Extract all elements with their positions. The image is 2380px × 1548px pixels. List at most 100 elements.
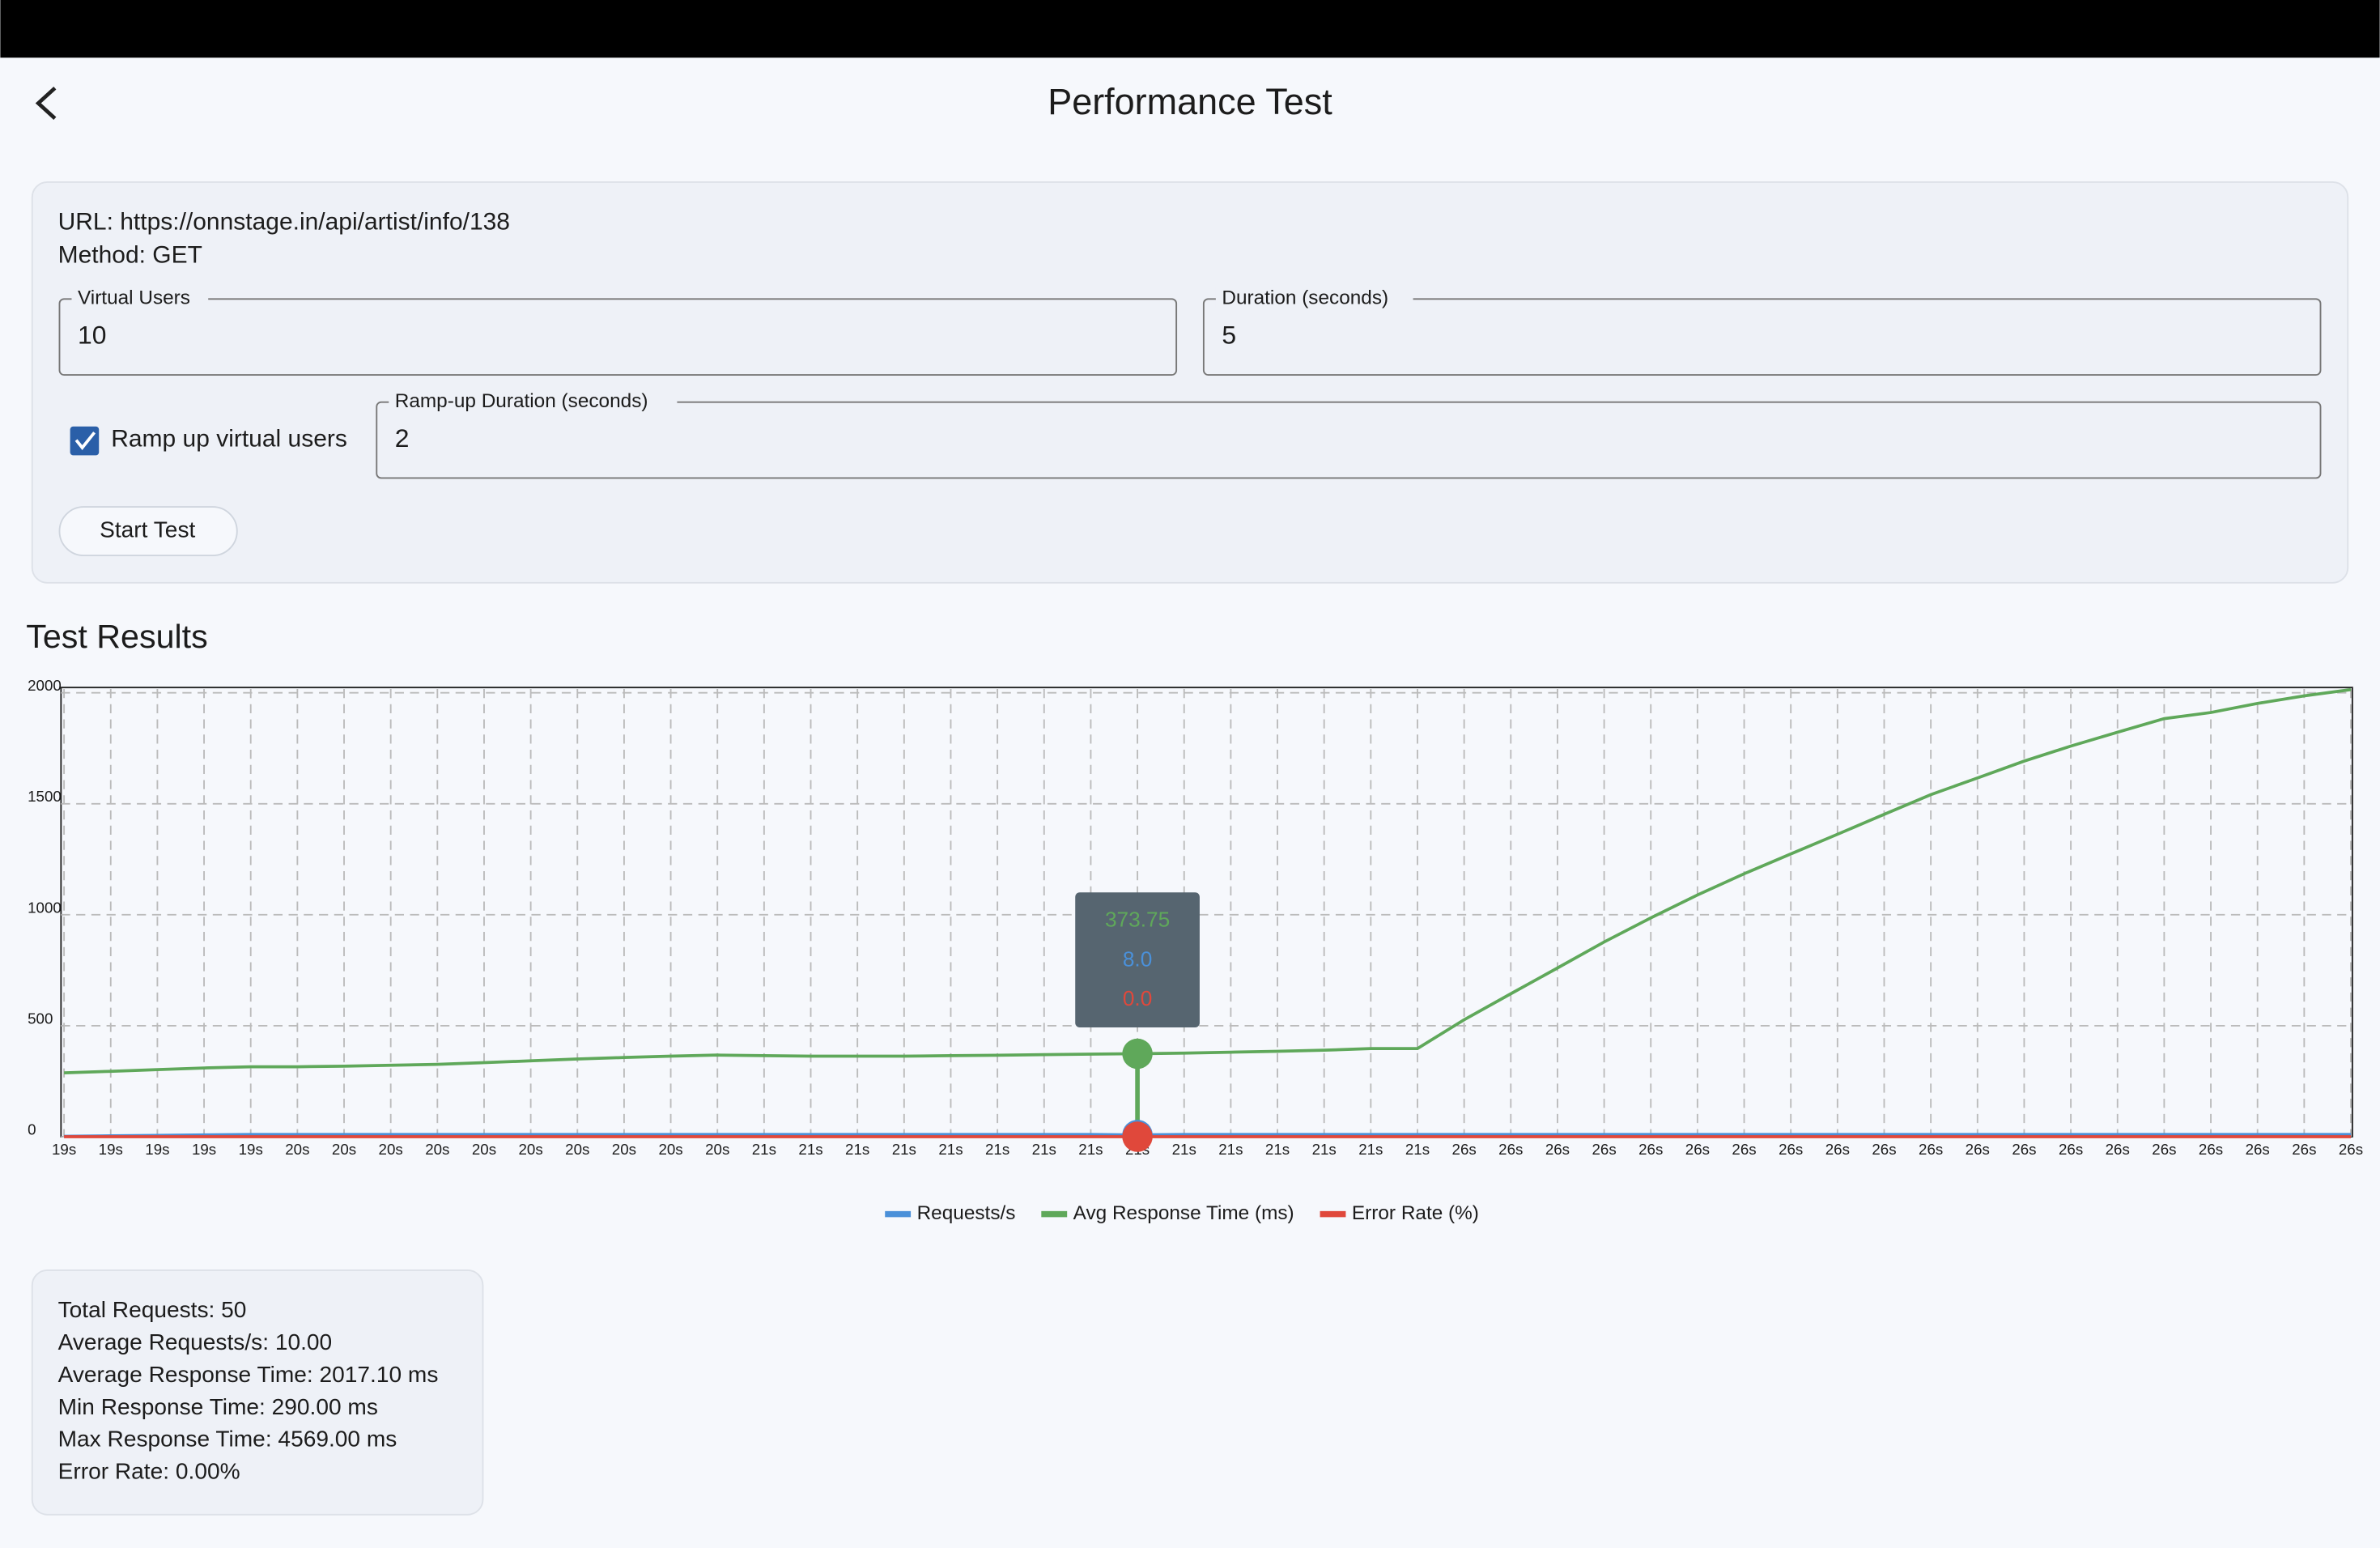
stat-line: Error Rate: 0.00%: [58, 1459, 240, 1484]
label-gap: [1215, 287, 1413, 308]
field-outline: [376, 401, 2322, 479]
status-bar: [0, 0, 2380, 58]
stat-line: Min Response Time: 290.00 ms: [58, 1394, 378, 1419]
x-tick-label: 20s: [285, 1141, 309, 1158]
x-tick-label: 20s: [658, 1141, 682, 1158]
x-tick-label: 21s: [845, 1141, 869, 1158]
config-card: [31, 181, 2349, 584]
legend-swatch: [885, 1210, 912, 1218]
legend-swatch: [1320, 1210, 1346, 1218]
y-tick-label: 1500: [28, 788, 62, 805]
field-label: Virtual Users: [78, 287, 190, 309]
x-tick-label: 21s: [798, 1141, 822, 1158]
series-line: [64, 1133, 2351, 1138]
x-tick-label: 26s: [2152, 1141, 2176, 1158]
x-tick-label: 26s: [2012, 1141, 2036, 1158]
x-tick-label: 20s: [565, 1141, 589, 1158]
legend-label: Requests/s: [917, 1202, 1016, 1224]
y-tick-label: 500: [28, 1010, 53, 1027]
y-tick-label: 0: [28, 1121, 36, 1138]
x-tick-label: 21s: [1358, 1141, 1383, 1158]
x-tick-label: 26s: [1452, 1141, 1477, 1158]
x-tick-label: 21s: [938, 1141, 963, 1158]
x-tick-label: 21s: [1265, 1141, 1290, 1158]
x-tick-label: 26s: [2106, 1141, 2130, 1158]
x-tick-label: 21s: [1405, 1141, 1430, 1158]
x-tick-label: 20s: [519, 1141, 543, 1158]
field-value: 2: [395, 423, 410, 453]
chart: 0 500 1000 1500 2000 19s 19s 19s 19s 19s 20s 20s 20s…: [28, 677, 2363, 1224]
button-bg: [58, 506, 238, 557]
field-outline: [58, 298, 1178, 376]
x-tick-label: 26s: [1919, 1141, 1943, 1158]
x-tick-label: 26s: [1966, 1141, 1990, 1158]
ramp-duration-field[interactable]: Ramp-up Duration (seconds) 2: [376, 389, 2322, 479]
x-tick-label: 26s: [1498, 1141, 1523, 1158]
legend-label: Avg Response Time (ms): [1073, 1202, 1294, 1224]
x-tick-label: 21s: [1312, 1141, 1337, 1158]
x-tick-label: 21s: [985, 1141, 1009, 1158]
virtual-users-field[interactable]: Virtual Users 10: [58, 287, 1178, 376]
x-tick-label: 26s: [1732, 1141, 1756, 1158]
x-tick-label: 21s: [1172, 1141, 1196, 1158]
x-tick-label: 26s: [2292, 1141, 2316, 1158]
button-label: Start Test: [100, 517, 195, 542]
tooltip-value: 373.75: [1105, 908, 1170, 932]
x-tick-label: 21s: [1218, 1141, 1243, 1158]
y-tick-label: 2000: [28, 677, 62, 694]
field-value: 5: [1222, 321, 1236, 350]
field-value: 10: [78, 321, 106, 350]
tooltip-value: 0.0: [1123, 986, 1152, 1010]
stats: Total Requests: 50 Average Requests/s: 10…: [58, 1297, 439, 1484]
y-tick-label: 1000: [28, 899, 62, 916]
stats-card: [31, 1269, 484, 1516]
x-tick-label: 21s: [892, 1141, 916, 1158]
checkbox-label: Ramp up virtual users: [111, 426, 347, 453]
stat-line: Average Requests/s: 10.00: [58, 1329, 333, 1354]
results-title: Test Results: [26, 618, 208, 655]
x-tick-label: 26s: [2059, 1141, 2083, 1158]
method: Method: GET: [58, 242, 202, 269]
x-tick-label: 20s: [472, 1141, 496, 1158]
tooltip-value: 8.0: [1123, 947, 1152, 972]
page-title: Performance Test: [1048, 81, 1332, 122]
x-tick-label: 19s: [145, 1141, 169, 1158]
x-tick-label: 26s: [1545, 1141, 1570, 1158]
field-label: Ramp-up Duration (seconds): [395, 390, 648, 412]
x-tick-label: 19s: [192, 1141, 216, 1158]
x-tick-label: 19s: [239, 1141, 263, 1158]
x-tick-label: 26s: [2339, 1141, 2363, 1158]
checkbox: [70, 426, 100, 456]
x-tick-label: 21s: [1078, 1141, 1103, 1158]
stat-line: Max Response Time: 4569.00 ms: [58, 1427, 397, 1452]
x-tick-label: 21s: [1032, 1141, 1056, 1158]
x-tick-label: 26s: [1592, 1141, 1616, 1158]
x-tick-label: 20s: [379, 1141, 403, 1158]
legend-swatch: [1041, 1210, 1068, 1218]
x-tick-label: 26s: [1685, 1141, 1710, 1158]
start-button[interactable]: Start Test: [58, 506, 238, 557]
duration-field[interactable]: Duration (seconds) 5: [1202, 287, 2322, 376]
x-tick-label: 26s: [1638, 1141, 1663, 1158]
x-tick-label: 20s: [332, 1141, 356, 1158]
legend-label: Error Rate (%): [1352, 1202, 1479, 1224]
hover-point: [1122, 1038, 1153, 1070]
x-tick-label: 21s: [752, 1141, 776, 1158]
x-tick-label: 26s: [1825, 1141, 1850, 1158]
back-button[interactable]: [35, 86, 57, 120]
x-tick-label: 20s: [425, 1141, 449, 1158]
series-line: [64, 687, 2352, 1074]
label-gap: [71, 287, 209, 308]
field-outline: [1202, 298, 2322, 376]
x-tick-label: 19s: [52, 1141, 76, 1158]
stat-line: Average Response Time: 2017.10 ms: [58, 1362, 439, 1387]
x-tick-label: 19s: [99, 1141, 123, 1158]
x-tick-label: 26s: [1872, 1141, 1896, 1158]
ramp-checkbox[interactable]: Ramp up virtual users: [70, 426, 347, 456]
hover-point: [1122, 1121, 1153, 1152]
url: URL: https://onnstage.in/api/artist/info…: [58, 208, 510, 235]
x-tick-label: 26s: [2199, 1141, 2223, 1158]
stat-line: Total Requests: 50: [58, 1297, 247, 1322]
